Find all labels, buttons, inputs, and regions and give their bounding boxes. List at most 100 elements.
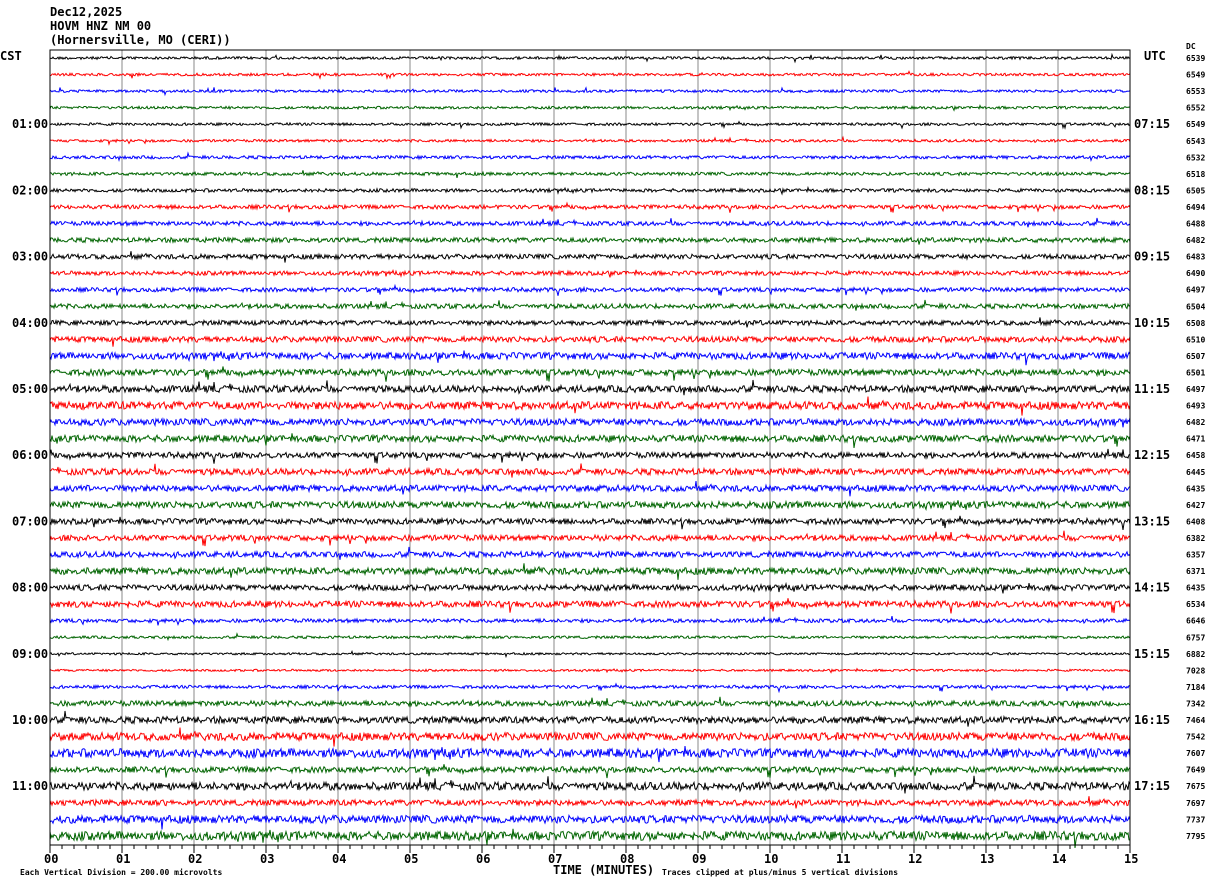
seismic-trace xyxy=(49,170,1131,179)
cst-time-label: 05:00 xyxy=(12,382,48,396)
seismic-trace xyxy=(49,70,1131,80)
seismic-trace xyxy=(49,530,1131,547)
dc-value: 6435 xyxy=(1186,584,1205,593)
dc-value: 6490 xyxy=(1186,269,1205,278)
right-timezone: UTC xyxy=(1144,49,1166,63)
cst-time-label: 02:00 xyxy=(12,183,48,197)
x-axis-label: TIME (MINUTES) xyxy=(553,863,654,877)
utc-time-label: 09:15 xyxy=(1134,250,1170,264)
seismic-trace xyxy=(49,463,1131,478)
dc-value: 6539 xyxy=(1186,54,1205,63)
seismic-trace xyxy=(49,396,1131,416)
dc-value: 6518 xyxy=(1186,170,1205,179)
dc-value: 6427 xyxy=(1186,501,1205,510)
dc-value: 7607 xyxy=(1186,749,1205,758)
cst-time-label: 08:00 xyxy=(12,581,48,595)
utc-time-label: 14:15 xyxy=(1134,581,1170,595)
dc-value: 6549 xyxy=(1186,71,1205,80)
seismic-trace xyxy=(49,515,1131,530)
dc-value: 6482 xyxy=(1186,418,1205,427)
utc-time-label: 15:15 xyxy=(1134,647,1170,661)
seismic-trace xyxy=(49,615,1131,627)
dc-value: 6497 xyxy=(1186,286,1205,295)
left-timezone: CST xyxy=(0,49,22,63)
x-tick-label: 10 xyxy=(764,852,778,866)
seismic-trace xyxy=(49,598,1131,614)
dc-value: 7542 xyxy=(1186,733,1205,742)
date-label: Dec12,2025 xyxy=(50,5,123,19)
dc-value: 7675 xyxy=(1186,782,1205,791)
x-tick-label: 05 xyxy=(404,852,418,866)
dc-value: 6382 xyxy=(1186,534,1205,543)
seismic-trace xyxy=(49,417,1131,429)
seismic-trace xyxy=(49,828,1131,849)
scale-note: Each Vertical Division = 200.00 microvol… xyxy=(20,867,222,877)
utc-time-label: 08:15 xyxy=(1134,183,1170,197)
dc-value: 6482 xyxy=(1186,236,1205,245)
seismic-trace xyxy=(49,796,1130,809)
x-tick-label: 14 xyxy=(1052,852,1066,866)
x-tick-label: 00 xyxy=(44,852,58,866)
seismic-trace xyxy=(49,563,1131,580)
seismic-trace xyxy=(49,299,1131,311)
seismic-trace xyxy=(49,334,1131,347)
cst-time-label: 03:00 xyxy=(12,250,48,264)
seismic-trace xyxy=(49,546,1131,560)
seismic-trace xyxy=(49,764,1131,779)
location-label: (Hornersville, MO (CERI)) xyxy=(50,33,231,47)
seismic-trace xyxy=(49,746,1131,763)
utc-time-label: 12:15 xyxy=(1134,448,1170,462)
seismic-trace xyxy=(49,151,1131,163)
cst-time-label: 04:00 xyxy=(12,316,48,330)
dc-value: 6552 xyxy=(1186,104,1205,113)
dc-value: 6493 xyxy=(1186,402,1205,411)
seismic-trace xyxy=(49,217,1131,228)
x-tick-label: 02 xyxy=(188,852,202,866)
dc-value: 6445 xyxy=(1186,468,1205,477)
dc-value: 7649 xyxy=(1186,766,1205,775)
x-tick-label: 09 xyxy=(692,852,706,866)
dc-value: 7342 xyxy=(1186,699,1205,708)
cst-time-label: 01:00 xyxy=(12,117,48,131)
dc-value: 6371 xyxy=(1186,567,1205,576)
dc-value: 6549 xyxy=(1186,120,1205,129)
dc-value: 6534 xyxy=(1186,600,1205,609)
seismic-trace xyxy=(49,104,1131,112)
utc-time-label: 11:15 xyxy=(1134,382,1170,396)
dc-value: 6483 xyxy=(1186,253,1205,262)
dc-value: 6458 xyxy=(1186,451,1205,460)
dc-value: 6471 xyxy=(1186,435,1205,444)
dc-value: 6504 xyxy=(1186,302,1205,311)
dc-value: 6435 xyxy=(1186,484,1205,493)
dc-value: 6882 xyxy=(1186,650,1205,659)
x-tick-label: 13 xyxy=(980,852,994,866)
seismic-trace xyxy=(49,235,1131,245)
cst-time-label: 11:00 xyxy=(12,779,48,793)
dc-value: 6553 xyxy=(1186,87,1205,96)
x-tick-label: 07 xyxy=(548,852,562,866)
dc-value: 6501 xyxy=(1186,368,1205,377)
utc-time-label: 10:15 xyxy=(1134,316,1170,330)
seismic-trace xyxy=(49,366,1131,382)
dc-value: 6508 xyxy=(1186,319,1205,328)
seismic-trace xyxy=(49,632,1131,642)
dc-value: 6488 xyxy=(1186,220,1205,229)
dc-value: 7184 xyxy=(1186,683,1205,692)
seismic-trace xyxy=(49,201,1131,213)
dc-value: 7028 xyxy=(1186,666,1205,675)
seismic-trace xyxy=(49,727,1131,747)
cst-time-label: 06:00 xyxy=(12,448,48,462)
dc-value: 6532 xyxy=(1186,153,1205,162)
x-tick-label: 12 xyxy=(908,852,922,866)
cst-time-label: 10:00 xyxy=(12,713,48,727)
dc-value: 6408 xyxy=(1186,517,1205,526)
dc-value: 6543 xyxy=(1186,137,1205,146)
x-tick-label: 06 xyxy=(476,852,490,866)
seismic-trace xyxy=(49,710,1131,727)
seismic-trace xyxy=(49,813,1131,830)
cst-time-label: 07:00 xyxy=(12,514,48,528)
seismic-trace xyxy=(49,433,1131,448)
dc-value: 7697 xyxy=(1186,799,1205,808)
dc-value: 6357 xyxy=(1186,551,1205,560)
